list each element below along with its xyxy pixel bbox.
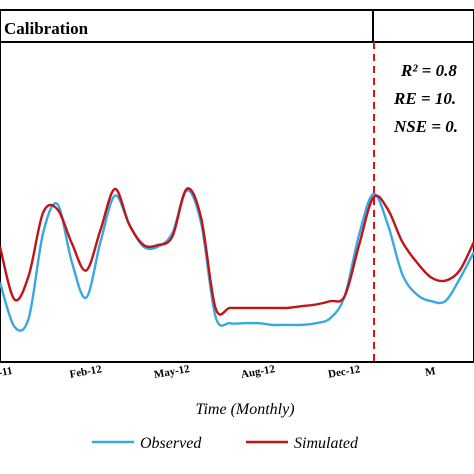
x-tick-label: Dec-12 — [327, 363, 361, 381]
legend-label-simulated: Simulated — [294, 435, 359, 452]
x-tick-label: Aug-12 — [240, 363, 276, 381]
x-tick-label: Feb-12 — [69, 363, 103, 381]
series-line-simulated — [0, 187, 474, 316]
metric-re: RE = 10. — [393, 89, 456, 108]
metric-r2: R² = 0.8 — [400, 61, 457, 80]
calibration-label: Calibration — [4, 19, 89, 38]
series-line-observed — [0, 189, 474, 332]
x-axis-label: Time (Monthly) — [195, 401, 294, 418]
x-tick-label: M — [424, 365, 437, 379]
x-tick-label: May-12 — [153, 363, 191, 381]
x-tick-label: -11 — [0, 365, 13, 379]
legend-label-observed: Observed — [140, 435, 202, 452]
metric-nse: NSE = 0. — [393, 117, 458, 136]
x-tick-labels: -11 Feb-12 May-12 Aug-12 Dec-12 M — [0, 363, 437, 381]
plot-frame — [0, 9, 474, 363]
legend: Observed Simulated — [92, 435, 359, 452]
